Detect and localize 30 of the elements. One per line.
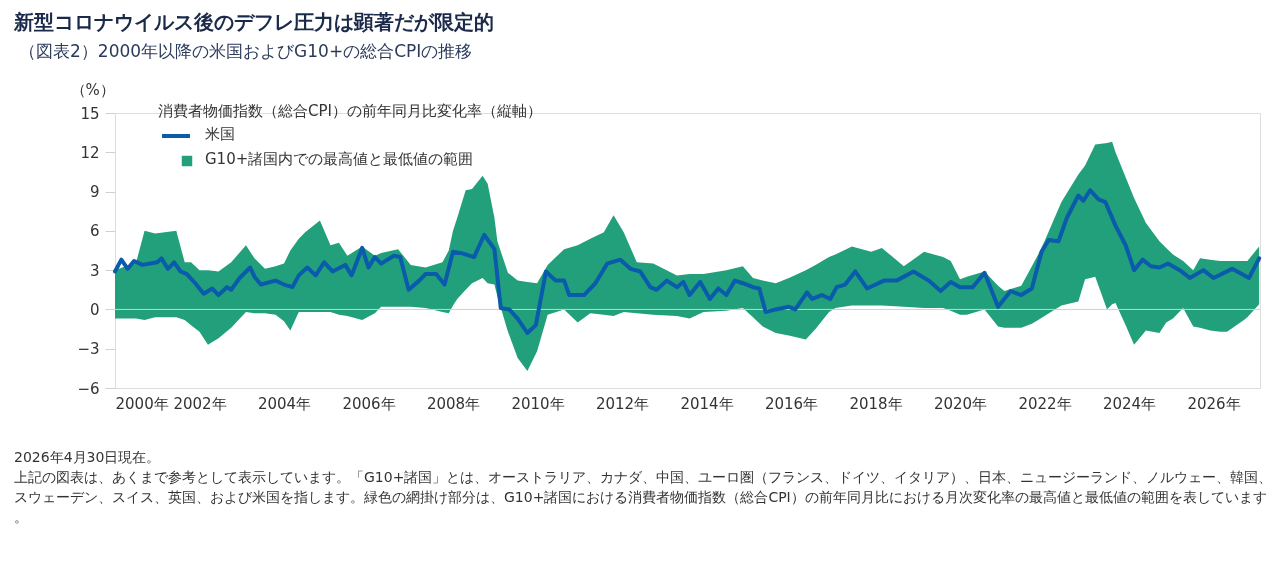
x-tick-label: 2012年 <box>595 394 650 413</box>
legend-label: G10+諸国内での最高値と最低値の範囲 <box>205 150 474 168</box>
x-tick-label: 2018年 <box>849 394 903 413</box>
text: 上記の図表は、あくまで参考として表示しています。「G10+諸国」とは、オーストラリア、カナダ、中国、ユーロ圏（フランス、ドイツ、イタリア）、日本、ニュージーランド、ノルウェー、韓国、スウェーデン、スイス、英国、および米国を指します。緑色の網掛け部分は、G10+諸国における消費者物価指数（総合CPI）の前年同月比における月次変化率の最高値と最低値の範囲を表しています。 <box>14 469 1273 525</box>
y-tick-label: −3 <box>77 340 100 359</box>
x-tick-label: 2008年 <box>426 394 481 413</box>
x-tick-label: 2014年 <box>680 394 734 413</box>
x-tick-label: 2022年 <box>1018 394 1072 413</box>
x-tick-label: 2020年 <box>933 394 988 413</box>
y-tick-label: 6 <box>89 222 100 241</box>
y-tick-label: 15 <box>80 104 100 123</box>
chart-subtitle: （図表2）2000年以降の米国およびG10+の総合CPIの推移 <box>19 41 473 61</box>
x-tick-label: 2016年 <box>764 394 819 413</box>
x-tick-label: 2010年 <box>511 394 565 413</box>
y-tick-label: 9 <box>89 183 100 202</box>
x-tick-label: 2004年 <box>257 394 312 413</box>
text: 2026年4月30日現在。 <box>14 449 161 465</box>
y-tick-label: 0 <box>89 300 100 319</box>
chart-title: 新型コロナウイルス後のデフレ圧力は顕著だが限定的 <box>13 10 494 34</box>
x-tick-label: 2026年 <box>1187 394 1241 413</box>
legend-label: 米国 <box>205 125 235 143</box>
x-tick-label: 2006年 <box>342 394 396 413</box>
x-tick-label: 2000年 <box>115 394 169 413</box>
y-tick-label: −6 <box>77 379 100 398</box>
x-tick-label: 2024年 <box>1102 394 1157 413</box>
y-axis-title: （%） <box>70 80 115 99</box>
x-tick-label: 2002年 <box>173 394 227 413</box>
y-tick-label: 12 <box>80 143 100 162</box>
legend-title: 消費者物価指数（総合CPI）の前年同月比変化率（縦軸） <box>158 102 542 120</box>
y-tick-label: 3 <box>89 261 100 280</box>
